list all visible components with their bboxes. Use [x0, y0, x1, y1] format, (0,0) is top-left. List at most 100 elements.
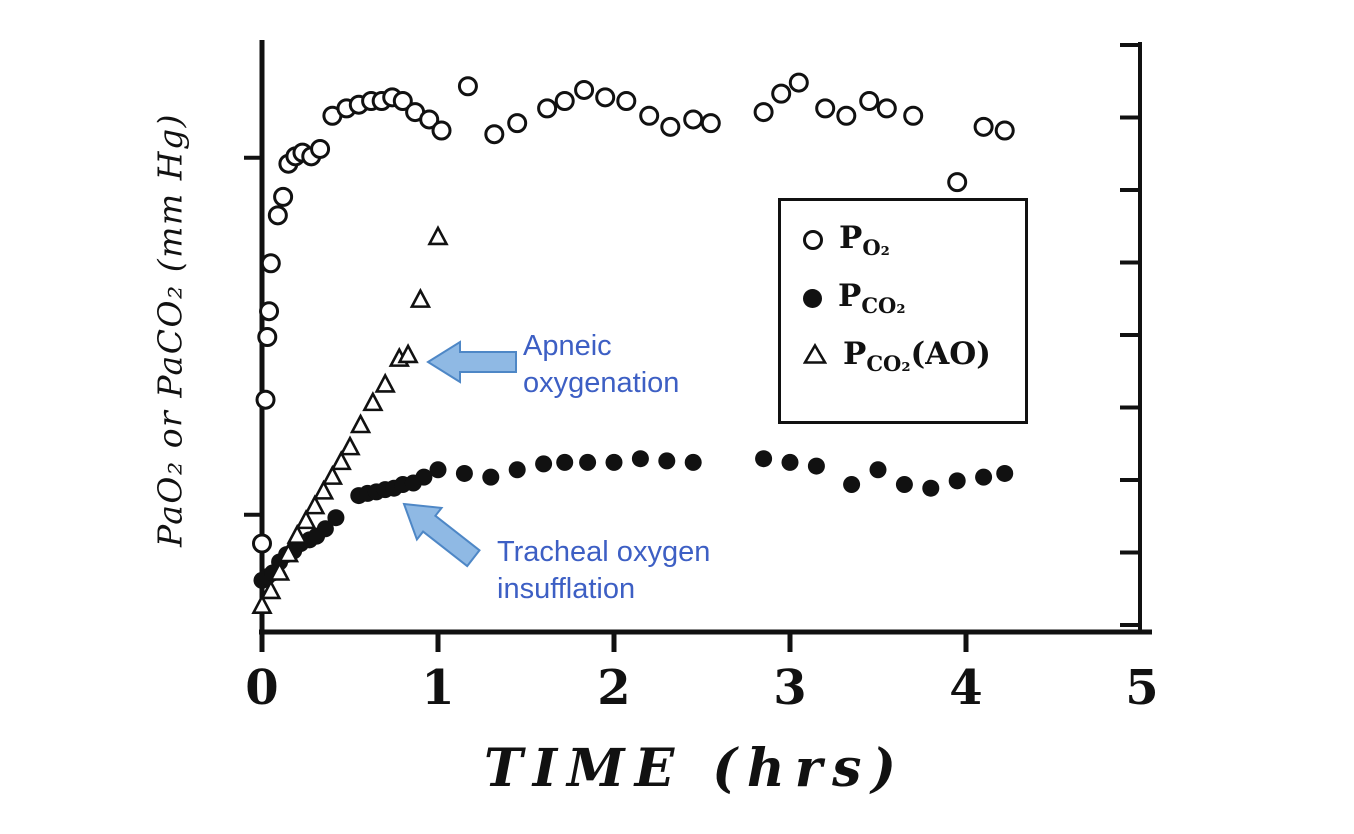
data-point-filled-circle — [807, 457, 825, 475]
data-point-open-triangle — [251, 593, 273, 614]
data-point-filled-circle — [482, 468, 500, 486]
legend-label-sub: CO₂ — [866, 351, 911, 377]
data-point-open-circle — [859, 91, 880, 111]
data-point-open-circle — [431, 120, 452, 141]
data-point-filled-circle — [556, 453, 574, 471]
data-point-open-circle — [257, 327, 278, 347]
data-point-filled-circle — [755, 450, 773, 468]
annotation-line: Apneic — [523, 330, 612, 362]
data-point-open-triangle — [295, 509, 317, 530]
data-point-open-triangle — [321, 464, 344, 485]
data-point-open-triangle — [312, 479, 335, 500]
data-point-filled-circle — [684, 453, 702, 471]
block-arrow-left-icon — [426, 340, 517, 384]
x-tick-label: 1 — [421, 660, 455, 716]
data-point-filled-circle — [316, 520, 334, 538]
filled-circle-icon — [803, 288, 822, 308]
legend-item-pco2-ao: PCO₂(AO) — [802, 335, 1025, 377]
data-point-filled-circle — [535, 455, 553, 473]
data-point-open-circle — [947, 172, 968, 193]
data-point-filled-circle — [508, 461, 526, 479]
data-point-open-circle — [574, 79, 595, 100]
annotation-line: oxygenation — [523, 367, 680, 399]
legend-label-sub: CO₂ — [861, 293, 906, 319]
data-point-filled-circle — [996, 464, 1014, 482]
legend-label-suffix: (AO) — [910, 335, 991, 372]
data-point-filled-circle — [605, 453, 623, 471]
data-point-filled-circle — [895, 476, 913, 493]
legend-label-main: P — [839, 219, 863, 256]
annotation-line: insufflation — [497, 573, 636, 605]
legend-label-main: P — [843, 335, 867, 372]
data-point-filled-circle — [843, 476, 861, 493]
data-point-open-circle — [660, 116, 681, 137]
legend-label-pco2: PCO₂ — [838, 278, 906, 318]
data-point-filled-circle — [415, 468, 433, 486]
data-point-filled-circle — [948, 472, 966, 490]
legend-item-po2: PO₂ — [803, 219, 1025, 261]
data-point-open-circle — [310, 138, 331, 159]
legend-item-pco2: PCO₂ — [803, 277, 1025, 319]
legend-label-pco2-ao: PCO₂(AO) — [843, 336, 991, 376]
legend-label-main: P — [838, 277, 862, 314]
data-point-open-circle — [537, 98, 558, 119]
data-point-open-circle — [683, 109, 704, 130]
data-point-open-triangle — [349, 413, 372, 434]
x-tick-label: 4 — [949, 660, 983, 716]
data-point-open-circle — [255, 389, 276, 410]
open-triangle-icon — [802, 342, 828, 369]
data-point-filled-circle — [975, 468, 993, 486]
data-point-open-triangle — [260, 579, 282, 600]
data-point-filled-circle — [658, 452, 676, 470]
data-point-open-circle — [252, 533, 272, 554]
x-tick-label: 5 — [1125, 660, 1159, 716]
data-point-open-triangle — [330, 450, 352, 471]
block-arrow-upleft-icon — [402, 502, 481, 568]
data-point-open-circle — [419, 109, 440, 130]
data-point-filled-circle — [429, 461, 447, 479]
data-point-open-circle — [771, 83, 792, 104]
data-point-open-circle — [753, 102, 774, 123]
data-point-open-triangle — [268, 560, 291, 581]
data-point-open-circle — [876, 98, 897, 119]
data-point-open-triangle — [277, 542, 300, 563]
annotation-tracheal-oxygen-insufflation: Tracheal oxygen insufflation — [497, 534, 710, 608]
annotation-apneic-oxygenation: Apneic oxygenation — [523, 328, 679, 402]
data-point-open-circle — [507, 113, 528, 134]
data-point-open-circle — [836, 105, 857, 126]
data-point-open-circle — [639, 105, 660, 126]
data-point-open-circle — [616, 91, 637, 111]
data-point-open-triangle — [397, 343, 419, 364]
legend-label-sub: O₂ — [862, 235, 890, 261]
data-point-open-triangle — [409, 287, 432, 308]
open-circle-icon — [803, 230, 823, 250]
data-point-open-circle — [903, 105, 924, 126]
data-point-filled-circle — [579, 453, 597, 471]
data-point-open-circle — [267, 205, 288, 226]
y-axis-label: PaO₂ or PaCO₂ (mm Hg) — [150, 113, 190, 547]
data-point-open-triangle — [304, 494, 326, 515]
x-tick-label: 2 — [597, 660, 631, 716]
data-point-open-circle — [259, 301, 280, 322]
data-point-open-circle — [392, 91, 413, 111]
data-point-open-triangle — [374, 372, 396, 393]
x-axis-label: TIME (hrs) — [483, 738, 907, 799]
data-point-open-circle — [815, 98, 836, 119]
data-point-open-circle — [788, 72, 809, 93]
data-point-open-circle — [554, 91, 575, 111]
data-point-open-circle — [595, 87, 616, 108]
data-point-filled-circle — [781, 453, 799, 471]
data-point-open-circle — [994, 120, 1015, 141]
data-point-open-circle — [273, 186, 294, 207]
data-point-open-circle — [484, 124, 505, 145]
legend: PO₂ PCO₂ PCO₂(AO) — [778, 198, 1028, 424]
data-point-open-circle — [457, 76, 478, 97]
data-point-filled-circle — [922, 479, 940, 497]
data-point-open-triangle — [427, 225, 449, 246]
data-point-open-triangle — [339, 435, 361, 456]
data-point-open-circle — [260, 253, 281, 274]
data-point-open-circle — [973, 116, 994, 137]
data-point-open-circle — [700, 113, 721, 134]
